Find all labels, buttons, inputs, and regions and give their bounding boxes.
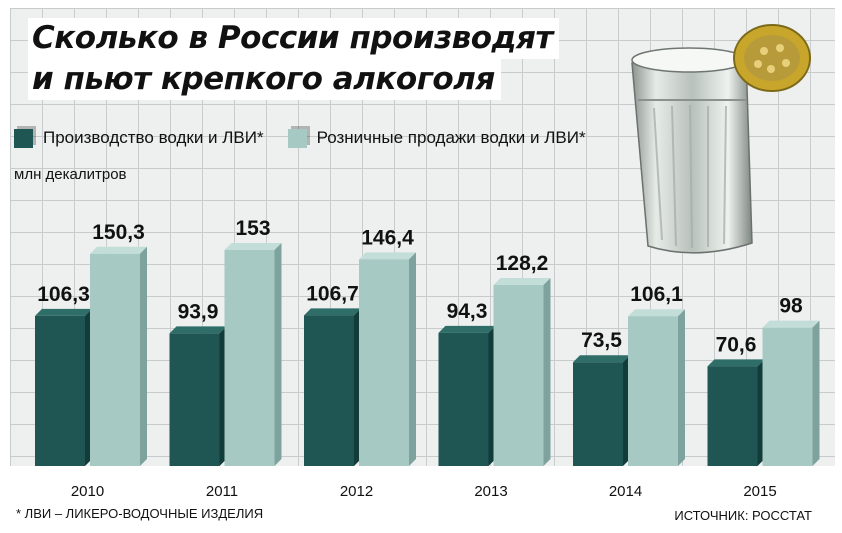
x-tick-label-2013: 2013 xyxy=(474,483,507,500)
bar-retail-2015 xyxy=(762,327,813,466)
data-label-retail-2010: 150,3 xyxy=(92,221,145,244)
data-label-production-2012: 106,7 xyxy=(306,282,359,305)
bar-top-production-2013 xyxy=(438,325,496,333)
bar-side-retail-2010 xyxy=(140,246,147,466)
data-label-production-2011: 93,9 xyxy=(178,300,219,323)
legend-item-production: Производство водки и ЛВИ* xyxy=(14,128,264,148)
bar-retail-2013 xyxy=(493,285,544,466)
x-tick-label-2014: 2014 xyxy=(609,483,642,500)
legend-item-retail: Розничные продажи водки и ЛВИ* xyxy=(287,128,586,148)
legend-label-retail: Розничные продажи водки и ЛВИ* xyxy=(316,128,586,147)
bar-top-production-2014 xyxy=(573,355,630,363)
footnote: * ЛВИ – ЛИКЕРО-ВОДОЧНЫЕ ИЗДЕЛИЯ xyxy=(16,506,264,521)
bar-top-production-2010 xyxy=(35,308,92,316)
bar-side-retail-2011 xyxy=(274,243,282,466)
x-tick-label-2015: 2015 xyxy=(743,483,776,500)
vodka-glass-icon xyxy=(631,24,811,254)
data-label-retail-2012: 146,4 xyxy=(361,226,414,249)
legend-label-production: Производство водки и ЛВИ* xyxy=(43,128,264,147)
bar-top-retail-2013 xyxy=(493,278,551,286)
bar-side-retail-2012 xyxy=(409,252,416,466)
data-label-production-2010: 106,3 xyxy=(37,283,90,306)
data-label-retail-2013: 128,2 xyxy=(496,252,549,275)
data-label-production-2014: 73,5 xyxy=(581,329,622,352)
data-label-retail-2015: 98 xyxy=(779,295,803,318)
bar-retail-2014 xyxy=(628,316,678,466)
title-line-1: Сколько в России производят xyxy=(28,18,559,59)
data-label-retail-2011: 153 xyxy=(235,217,270,240)
bar-side-retail-2014 xyxy=(678,309,685,466)
bar-top-production-2011 xyxy=(169,326,227,334)
bar-top-retail-2012 xyxy=(359,252,416,260)
legend-swatch-retail xyxy=(287,128,307,148)
bar-top-retail-2014 xyxy=(628,309,685,317)
data-label-retail-2014: 106,1 xyxy=(630,283,683,306)
unit-label: млн декалитров xyxy=(14,166,127,183)
title-line-2: и пьют крепкого алкоголя xyxy=(28,59,501,100)
x-tick-label-2011: 2011 xyxy=(206,483,238,500)
bar-production-2015 xyxy=(707,366,758,466)
bar-top-retail-2011 xyxy=(224,243,282,250)
bar-retail-2012 xyxy=(359,259,409,466)
bar-top-retail-2010 xyxy=(90,246,147,254)
x-tick-label-2012: 2012 xyxy=(340,483,373,500)
bar-production-2014 xyxy=(573,362,623,466)
bar-production-2011 xyxy=(169,333,220,466)
bar-production-2010 xyxy=(35,315,85,466)
bar-top-production-2015 xyxy=(707,359,765,367)
data-label-production-2013: 94,3 xyxy=(447,300,488,323)
bar-production-2012 xyxy=(304,315,354,466)
bar-side-retail-2013 xyxy=(543,278,551,466)
bar-production-2013 xyxy=(438,332,489,466)
chart-footer-area xyxy=(10,466,835,533)
chart-title: Сколько в России производят и пьют крепк… xyxy=(28,18,559,100)
legend: Производство водки и ЛВИ* Розничные прод… xyxy=(14,128,610,148)
data-label-production-2015: 70,6 xyxy=(716,333,757,356)
bar-retail-2011 xyxy=(224,250,275,466)
x-tick-label-2010: 2010 xyxy=(71,483,104,500)
legend-swatch-production xyxy=(14,128,33,148)
bar-side-retail-2015 xyxy=(812,320,820,466)
bar-top-retail-2015 xyxy=(762,320,820,328)
bar-top-production-2012 xyxy=(304,308,361,316)
bar-retail-2010 xyxy=(90,253,140,466)
source-note: ИСТОЧНИК: РОССТАТ xyxy=(674,508,812,523)
